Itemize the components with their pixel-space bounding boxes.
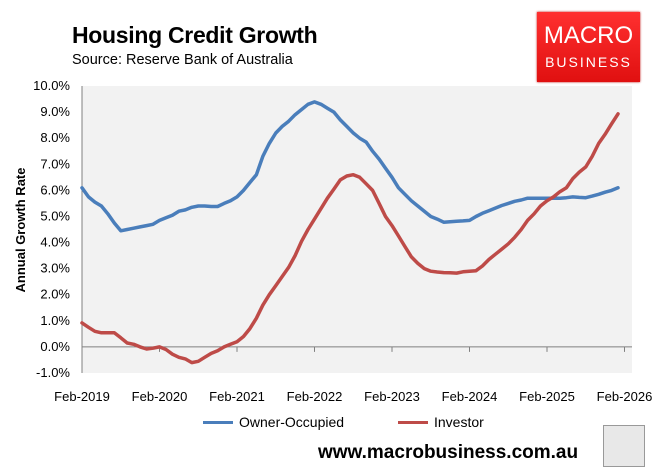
legend-swatch xyxy=(398,420,428,424)
wolf-logo-icon xyxy=(603,425,645,467)
x-tick-label: Feb-2020 xyxy=(132,389,188,404)
y-tick-label: -1.0% xyxy=(36,365,70,380)
series-line-owner-occupied xyxy=(80,100,620,233)
y-tick-label: 9.0% xyxy=(40,104,70,119)
y-tick-label: 2.0% xyxy=(40,287,70,302)
y-tick-label: 7.0% xyxy=(40,156,70,171)
y-tick-label: 0.0% xyxy=(40,339,70,354)
x-tick-label: Feb-2019 xyxy=(54,389,110,404)
chart-title: Housing Credit Growth xyxy=(72,22,318,48)
legend-item-owner-occupied: Owner-Occupied xyxy=(203,414,344,430)
y-tick-label: 1.0% xyxy=(40,313,70,328)
y-tick-label: 3.0% xyxy=(40,261,70,276)
x-tick-label: Feb-2026 xyxy=(597,389,653,404)
series-line-investor xyxy=(80,112,620,365)
legend-label: Investor xyxy=(434,414,484,430)
y-tick-label: 10.0% xyxy=(33,78,70,93)
legend-label: Owner-Occupied xyxy=(239,414,345,430)
website-url: www.macrobusiness.com.au xyxy=(318,442,579,463)
x-tick-label: Feb-2023 xyxy=(364,389,420,404)
line-chart: -1.0% 0.0% 1.0% 2.0% 3.0% 4.0% 5.0% 6.0% 7.0% 8.0… xyxy=(13,78,653,404)
plot-area xyxy=(82,86,632,373)
logo-line-2: BUSINESS xyxy=(545,54,632,70)
y-tick-label: 4.0% xyxy=(40,235,70,250)
chart-subtitle: Source: Reserve Bank of Australia xyxy=(72,52,293,68)
legend: Owner-Occupied Investor xyxy=(0,414,672,434)
legend-item-investor: Investor xyxy=(398,414,484,430)
x-tick-label: Feb-2021 xyxy=(209,389,265,404)
y-tick-label: 6.0% xyxy=(40,182,70,197)
logo-line-1: MACRO xyxy=(543,22,634,49)
y-axis-label: Annual Growth Rate xyxy=(13,168,28,293)
y-tick-label: 5.0% xyxy=(40,208,70,223)
y-tick-label: 8.0% xyxy=(40,130,70,145)
legend-swatch xyxy=(203,420,233,424)
x-tick-label: Feb-2024 xyxy=(442,389,498,404)
x-tick-label: Feb-2025 xyxy=(519,389,575,404)
x-tick-label: Feb-2022 xyxy=(287,389,343,404)
macrobusiness-logo: MACRO BUSINESS xyxy=(537,12,640,82)
